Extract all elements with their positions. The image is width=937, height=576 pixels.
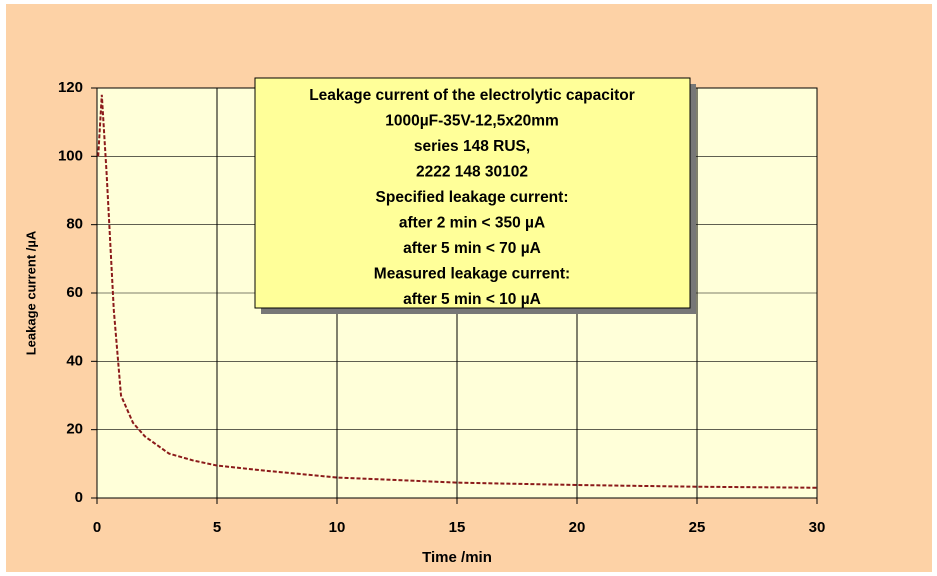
y-tick-label: 0 [75,489,83,506]
x-axis-label: Time /min [422,549,492,566]
y-tick-label: 100 [58,147,83,164]
x-tick-label: 15 [449,519,466,536]
annotation-box [254,77,691,309]
x-tick-label: 25 [689,519,706,536]
y-tick-label: 120 [58,79,83,96]
y-tick-label: 60 [66,284,83,301]
annotation-line: Leakage current of the electrolytic capa… [309,87,635,104]
annotation-line: series 148 RUS, [414,138,530,155]
annotation-line: Specified leakage current: [376,189,569,206]
annotation-line: after 5 min < 10 µA [403,291,541,308]
line-series [97,94,818,489]
x-tick-label: 10 [329,519,346,536]
y-tick-label: 80 [66,216,83,233]
annotation-line: 2222 148 30102 [416,164,528,181]
annotation: Leakage current of the electrolytic capa… [309,87,635,308]
y-tick-label: 40 [66,352,83,369]
x-tick-label: 5 [213,519,221,536]
annotation-line: after 5 min < 70 µA [403,240,541,257]
annotation-line: Measured leakage current: [374,266,570,283]
plot [97,94,818,489]
y-tick-label: 20 [66,421,83,438]
x-tick-label: 0 [93,519,101,536]
annotation-line: after 2 min < 350 µA [399,215,545,232]
y-axis-label: Leakage current /µA [23,230,38,355]
x-tick-label: 20 [569,519,586,536]
annotation-line: 1000µF-35V-12,5x20mm [385,113,559,130]
x-tick-label: 30 [809,519,826,536]
